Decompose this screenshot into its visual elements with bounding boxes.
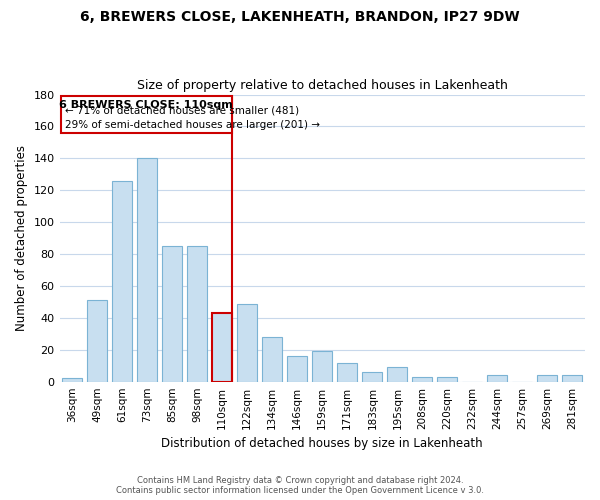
X-axis label: Distribution of detached houses by size in Lakenheath: Distribution of detached houses by size … bbox=[161, 437, 483, 450]
Bar bbox=[87, 300, 107, 382]
Bar bbox=[262, 337, 282, 382]
Bar bbox=[237, 304, 257, 382]
Bar bbox=[412, 377, 433, 382]
Title: Size of property relative to detached houses in Lakenheath: Size of property relative to detached ho… bbox=[137, 79, 508, 92]
Bar bbox=[162, 246, 182, 382]
FancyBboxPatch shape bbox=[61, 96, 232, 133]
Bar bbox=[337, 362, 358, 382]
Bar bbox=[312, 352, 332, 382]
Text: ← 71% of detached houses are smaller (481): ← 71% of detached houses are smaller (48… bbox=[65, 106, 299, 116]
Bar bbox=[562, 376, 583, 382]
Text: 6, BREWERS CLOSE, LAKENHEATH, BRANDON, IP27 9DW: 6, BREWERS CLOSE, LAKENHEATH, BRANDON, I… bbox=[80, 10, 520, 24]
Text: 29% of semi-detached houses are larger (201) →: 29% of semi-detached houses are larger (… bbox=[65, 120, 320, 130]
Bar bbox=[287, 356, 307, 382]
Text: Contains HM Land Registry data © Crown copyright and database right 2024.
Contai: Contains HM Land Registry data © Crown c… bbox=[116, 476, 484, 495]
Bar bbox=[62, 378, 82, 382]
Bar bbox=[487, 376, 508, 382]
Bar bbox=[187, 246, 207, 382]
Bar bbox=[137, 158, 157, 382]
Bar bbox=[212, 313, 232, 382]
Bar bbox=[437, 377, 457, 382]
Bar bbox=[538, 376, 557, 382]
Text: 6 BREWERS CLOSE: 110sqm: 6 BREWERS CLOSE: 110sqm bbox=[59, 100, 233, 110]
Y-axis label: Number of detached properties: Number of detached properties bbox=[15, 145, 28, 331]
Bar bbox=[388, 368, 407, 382]
Bar bbox=[112, 180, 132, 382]
Bar bbox=[362, 372, 382, 382]
